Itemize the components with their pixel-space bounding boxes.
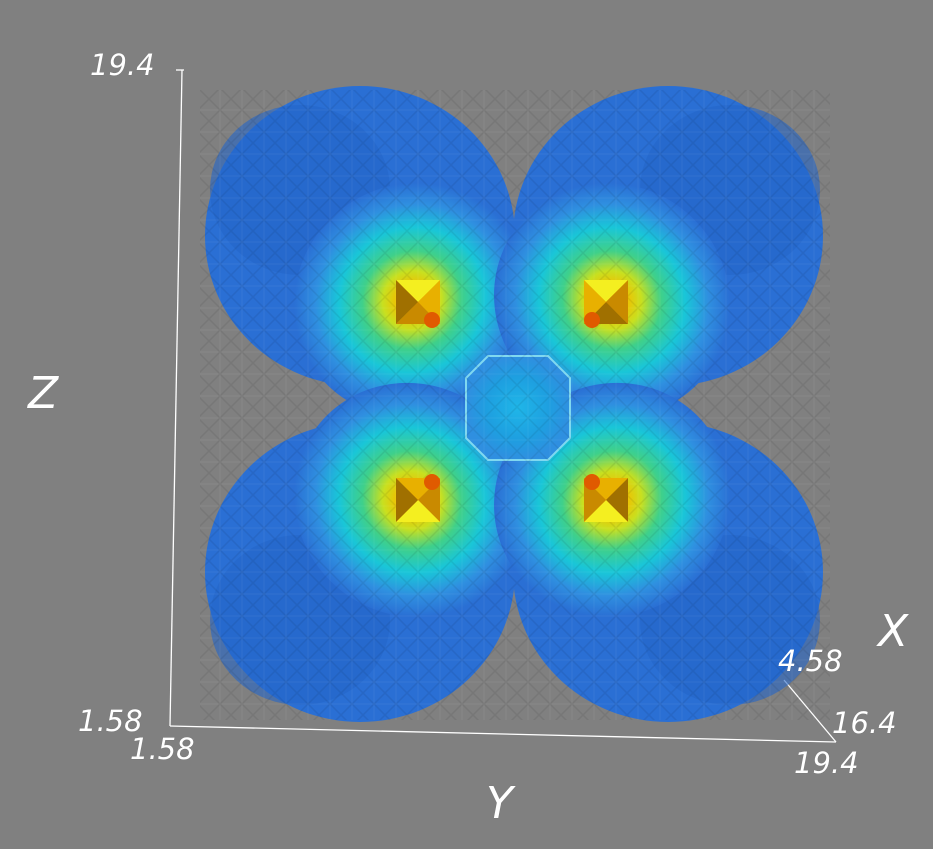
peaks: [396, 280, 628, 522]
z-axis-line: [169, 69, 183, 727]
mesh-facets: [200, 90, 830, 720]
z-axis-title: Z: [28, 368, 59, 419]
x-axis-title: X: [878, 606, 909, 657]
x-axis-min-label: 4.58: [778, 644, 843, 678]
z-axis-max-label: 19.4: [90, 48, 155, 82]
z-axis-min-label: 1.58: [78, 704, 143, 738]
y-axis-title: Y: [486, 778, 513, 829]
y-axis-line: [169, 725, 837, 743]
x-axis-max-label: 16.4: [832, 706, 897, 740]
y-axis-min-label: 1.58: [130, 732, 195, 766]
y-axis-max-label: 19.4: [794, 746, 859, 780]
